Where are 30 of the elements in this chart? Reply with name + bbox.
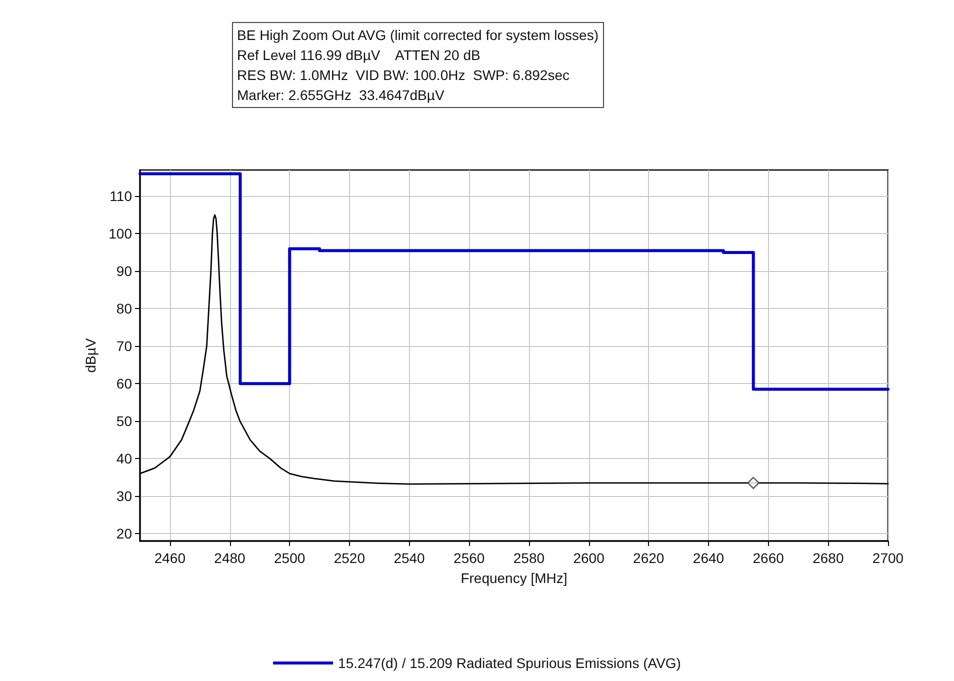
y-tick-label: 90 xyxy=(116,263,132,280)
x-axis-title: Frequency [MHz] xyxy=(460,570,568,586)
y-tick-label: 100 xyxy=(108,226,132,242)
x-tick-label: 2560 xyxy=(454,550,485,566)
y-tick-label: 40 xyxy=(116,450,132,467)
text: Marker: 2.655GHz 33.4647dBµV xyxy=(237,86,446,105)
text: BE High Zoom Out AVG (limit corrected for system losses) xyxy=(237,26,599,45)
x-tick-label: 2580 xyxy=(513,550,545,566)
x-tick-label: 2520 xyxy=(334,550,366,566)
legend-label: 15.247(d) / 15.209 Radiated Spurious Emissions (AVG) xyxy=(338,655,681,671)
x-tick-label: 2640 xyxy=(692,550,724,566)
y-tick-label: 110 xyxy=(110,188,132,204)
x-tick-label: 2500 xyxy=(274,550,306,566)
x-tick-label: 2480 xyxy=(214,550,246,566)
x-tick-label: 2460 xyxy=(154,550,186,566)
x-tick-label: 2680 xyxy=(812,550,844,566)
x-tick-label: 2620 xyxy=(633,550,664,566)
y-tick-label: 70 xyxy=(116,338,132,354)
x-tick-label: 2700 xyxy=(872,550,904,566)
y-tick-label: 80 xyxy=(116,300,132,317)
x-tick-label: 2540 xyxy=(394,550,426,566)
text: Ref Level 116.99 dBµV ATTEN 20 dB xyxy=(237,46,482,65)
y-tick-label: 50 xyxy=(116,413,132,430)
text: RES BW: 1.0MHz VID BW: 100.0Hz SWP: 6.892sec xyxy=(237,66,570,85)
y-tick-label: 30 xyxy=(116,488,132,504)
x-tick-label: 2660 xyxy=(752,550,784,566)
y-tick-label: 60 xyxy=(116,376,132,392)
y-tick-label: 20 xyxy=(116,526,132,542)
x-tick-label: 2600 xyxy=(573,550,605,566)
y-axis-title: dBµV xyxy=(82,338,99,373)
